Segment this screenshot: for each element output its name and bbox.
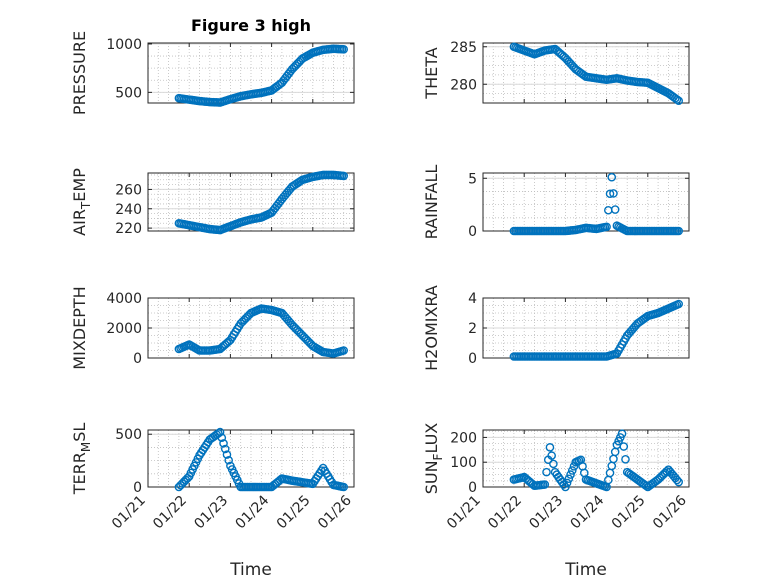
y-tick-label: 0 [468,224,477,240]
data-point [224,455,233,465]
series-markers [174,170,349,235]
data-point [542,467,551,477]
y-tick-label: 0 [133,480,142,496]
data-point [339,482,349,492]
y-axis-label: SUNFLUX [422,423,445,495]
y-axis-label: PRESSURE [70,31,89,115]
data-point [609,189,618,198]
y-tick-label: 2 [468,321,477,337]
y-tick-label: 240 [115,202,142,218]
x-axis-label: Time [229,560,272,580]
subplot-6: 0 2 4 H2OMIXRA [422,285,690,371]
data-point [220,444,230,454]
y-tick-label: 4000 [106,291,142,307]
data-point [674,477,684,487]
series-markers [509,429,684,492]
subplot-2: 280 285 THETA [422,40,690,106]
data-point [549,459,558,469]
y-tick-label: 0 [133,351,142,367]
plot-area [483,173,689,231]
y-tick-label: 2000 [106,321,142,337]
y-axis-label: H2OMIXRA [422,285,441,371]
axes-box [147,42,355,104]
y-tick-label: 100 [450,455,477,471]
subplot-5: 0 2000 4000 MIXDEPTH [70,286,355,370]
y-axis-label: MIXDEPTH [70,286,89,369]
data-point [605,189,615,199]
series-markers [174,44,349,107]
axes-box [482,42,690,104]
series-markers [174,304,349,358]
data-point [564,474,574,484]
y-axis-label: THETA [422,47,441,99]
data-point [619,442,629,451]
y-tick-label: 1000 [106,37,142,53]
axes-box [482,429,690,488]
y-axis-label: TERRMSL [70,423,93,496]
data-point [567,466,577,475]
subplot-4: 0 5 RAINFALL [422,165,690,240]
data-point [610,205,620,214]
y-tick-label: 285 [450,40,477,56]
y-axis-label: RAINFALL [422,165,441,240]
x-axis-label: Time [564,560,607,580]
series-markers [509,172,684,236]
data-point [607,172,617,182]
data-point [545,443,555,452]
y-axis-label: AIRTEMP [70,168,93,236]
data-point [674,226,684,236]
data-point [566,470,575,479]
y-tick-label: 0 [468,351,477,367]
data-point [547,451,556,460]
axes-box [147,172,355,232]
y-tick-label: 500 [115,85,142,101]
data-point [662,467,671,476]
y-tick-label: 200 [450,430,477,446]
series-markers [174,427,349,492]
data-point [339,44,349,54]
chart-title: Figure 3 high [191,16,311,35]
data-point [674,299,684,309]
y-tick-label: 280 [450,77,477,93]
y-tick-label: 260 [115,182,142,198]
data-point [602,222,611,232]
data-point [562,478,572,488]
y-tick-label: 4 [468,291,477,307]
data-point [672,475,682,485]
y-tick-label: 220 [115,221,142,237]
y-tick-label: 5 [468,171,477,187]
data-point [617,429,627,439]
y-tick-label: 0 [468,480,477,496]
data-point [561,482,570,492]
data-point [219,439,228,448]
y-tick-label: 500 [115,427,142,443]
data-point [339,346,349,355]
data-point [215,427,225,437]
subplot-3: 220 240 260 AIRTEMP [70,168,355,237]
series-markers [509,42,684,106]
subplot-1: 500 1000 PRESSURE Figure 3 high [70,16,355,115]
data-point [339,171,349,181]
data-point [621,455,630,464]
series-markers [509,299,684,361]
data-point [672,95,682,104]
data-point [222,450,232,459]
data-point [540,480,550,489]
data-point [674,96,684,106]
data-point [217,433,227,443]
